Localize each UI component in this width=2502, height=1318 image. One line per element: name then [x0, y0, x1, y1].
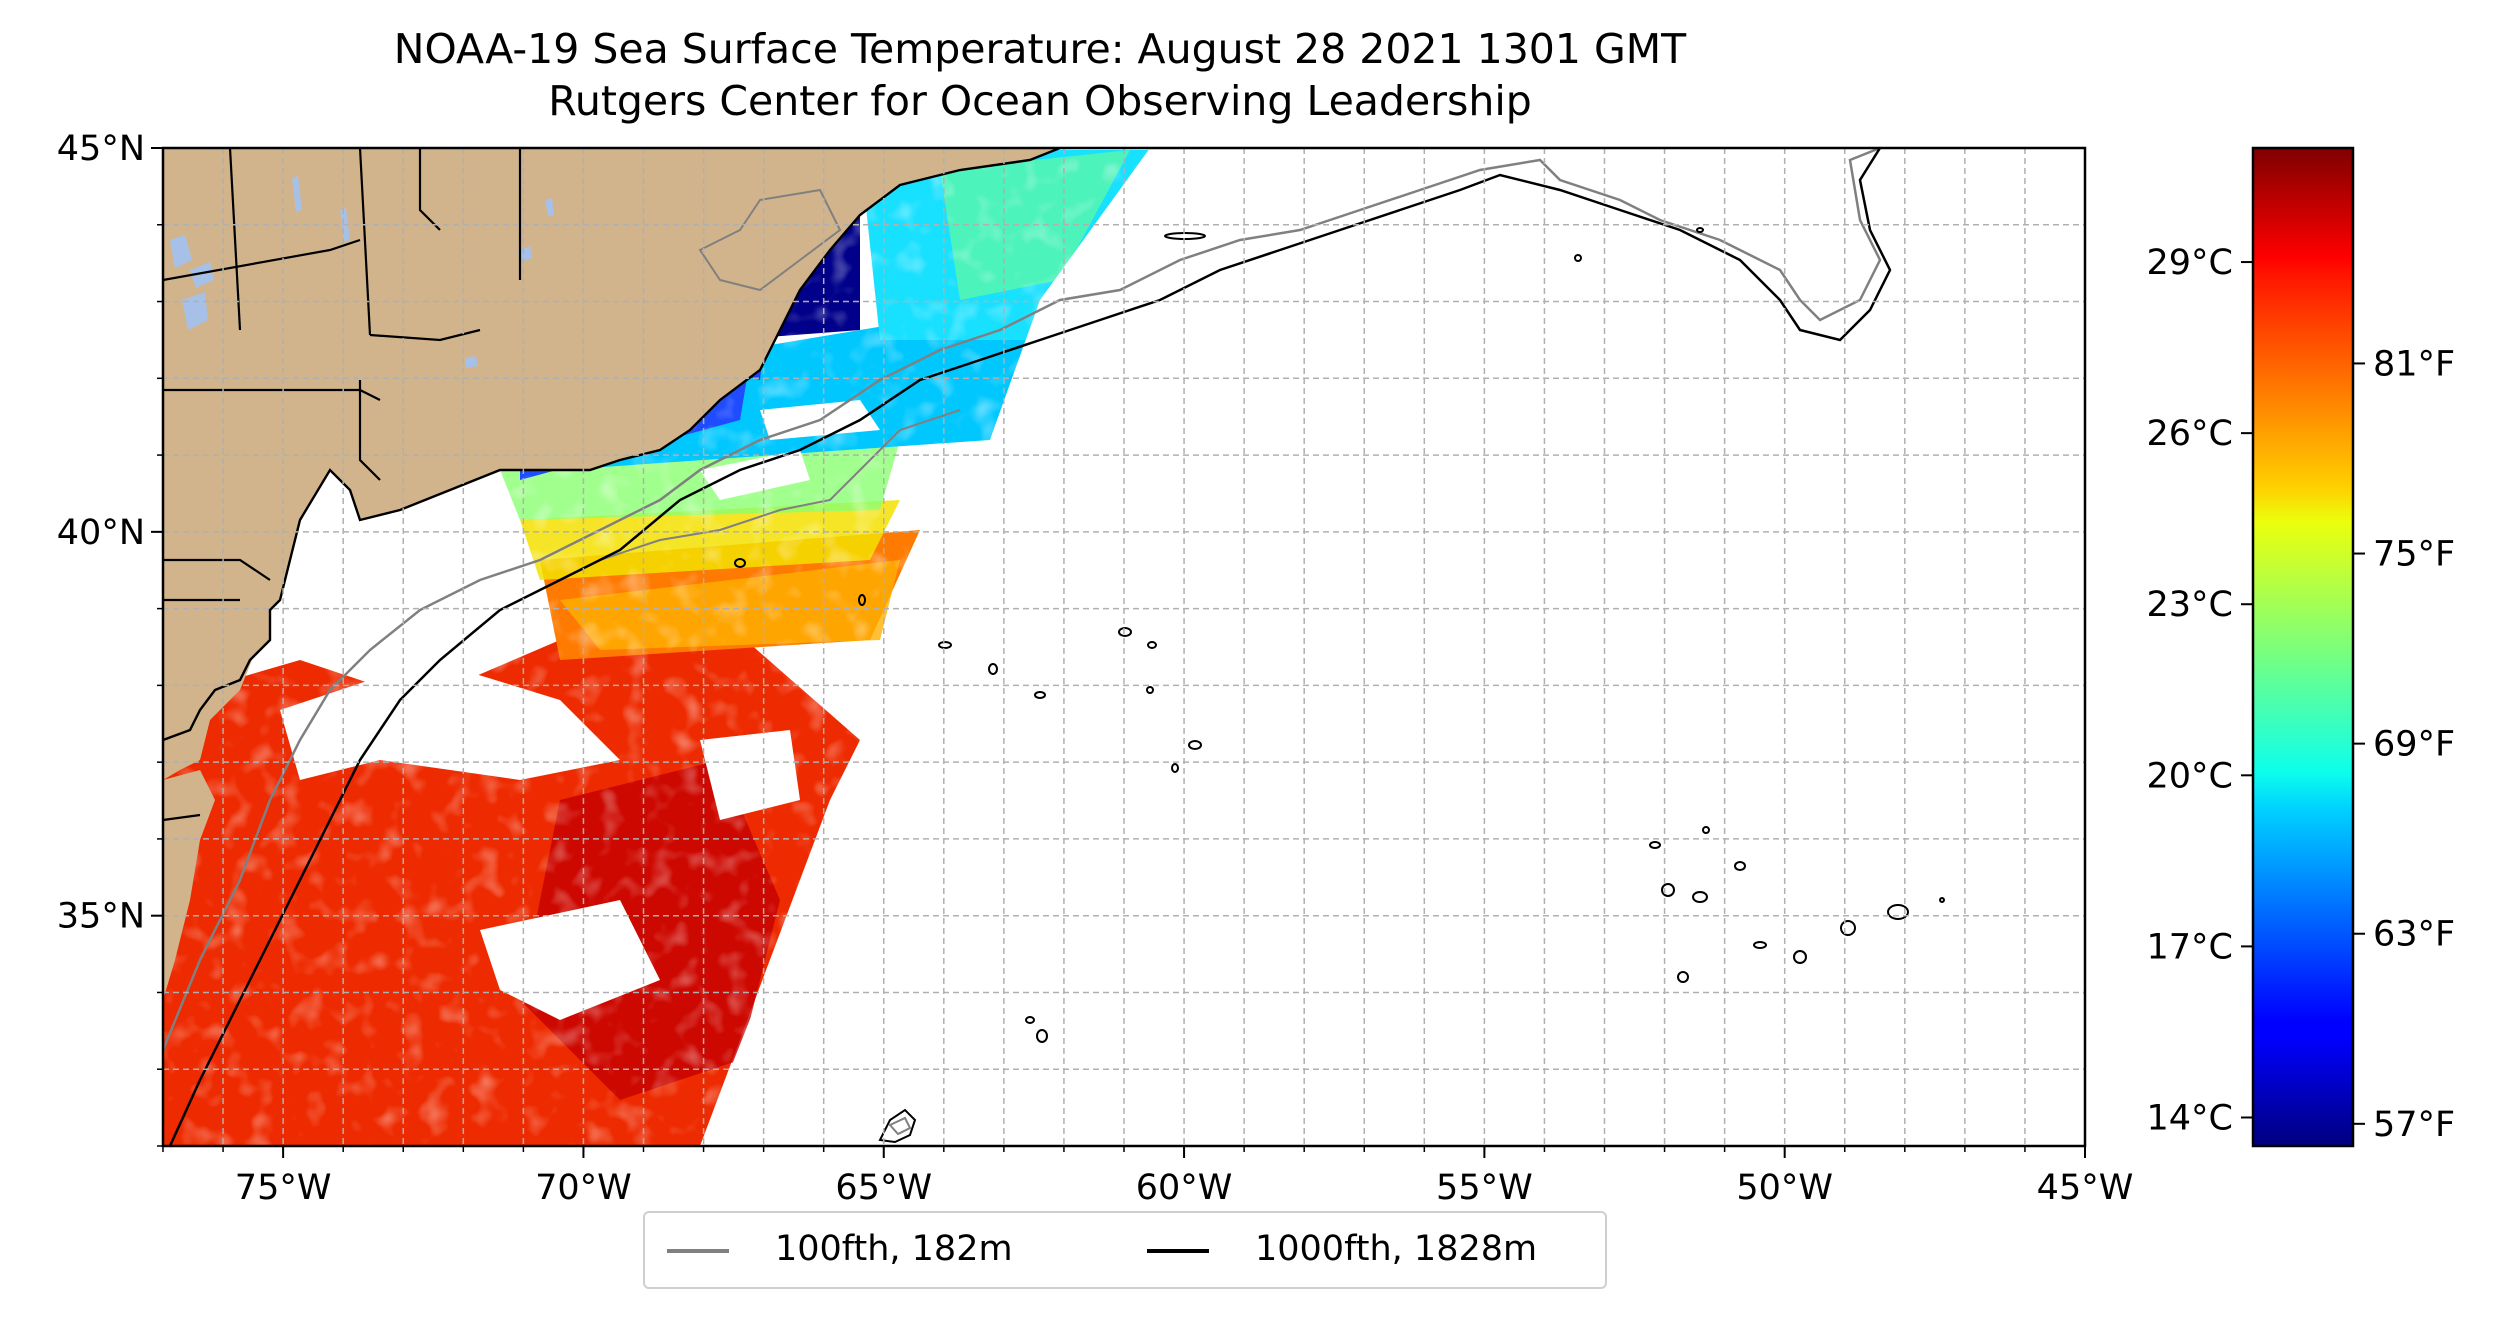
y-tick-label: 45°N: [57, 129, 145, 169]
isobath-1000fth: [168, 148, 1892, 1146]
x-tick-label: 75°W: [235, 1168, 332, 1208]
fahrenheit-tick-label: 69°F: [2373, 725, 2455, 765]
cloud-gap: [480, 900, 660, 1020]
isobath-100fth-mid: [599, 409, 961, 561]
y-tick-label: 40°N: [57, 513, 145, 553]
land-southeast: [163, 770, 215, 1000]
colorbar-celsius-ticks: 29°C 26°C 23°C 20°C 17°C 14°C: [2147, 243, 2253, 1138]
swath-edge-mask: [700, 148, 2085, 1146]
isobath-legend: 100fth, 182m 1000fth, 1828m: [643, 1211, 1607, 1289]
x-tick-label: 45°W: [2037, 1168, 2134, 1208]
seamounts: [734, 227, 1945, 1144]
x-tick-label: 65°W: [835, 1168, 932, 1208]
cloud-gap: [700, 450, 810, 500]
latitude-ticks: 45°N 40°N 35°N: [57, 129, 163, 1147]
longitude-ticks: 75°W 70°W 65°W 60°W 55°W 50°W 45°W: [162, 1146, 2134, 1208]
legend-swatch-100fth: [667, 1249, 729, 1253]
fahrenheit-tick-label: 57°F: [2373, 1105, 2455, 1145]
colorbar: [2253, 148, 2353, 1146]
isobath-100fth-gulf-of-maine: [698, 188, 842, 292]
celsius-tick-label: 23°C: [2147, 585, 2233, 625]
fahrenheit-tick-label: 81°F: [2373, 344, 2455, 384]
coastline: [163, 148, 1061, 742]
fahrenheit-tick-label: 75°F: [2373, 535, 2455, 575]
x-tick-label: 55°W: [1436, 1168, 1533, 1208]
colorbar-fahrenheit-ticks: 81°F 75°F 69°F 63°F 57°F: [2353, 344, 2455, 1145]
land-north-america: [163, 148, 1060, 740]
map-gridlines: [163, 148, 2085, 1146]
cloud-gap: [280, 660, 620, 780]
celsius-tick-label: 17°C: [2147, 927, 2233, 967]
x-tick-label: 70°W: [535, 1168, 632, 1208]
colorbar-frame: [2251, 146, 2355, 1148]
celsius-tick-label: 29°C: [2147, 243, 2233, 283]
map-title: NOAA-19 Sea Surface Temperature: August …: [393, 25, 1687, 73]
map-subtitle: Rutgers Center for Ocean Observing Leade…: [548, 77, 1532, 125]
x-tick-label: 60°W: [1136, 1168, 1233, 1208]
celsius-tick-label: 14°C: [2147, 1098, 2233, 1138]
celsius-tick-label: 20°C: [2147, 756, 2233, 796]
fahrenheit-tick-label: 63°F: [2373, 915, 2455, 955]
legend-label-100fth: 100fth, 182m: [775, 1229, 1013, 1269]
isobath-100fth: [163, 148, 1882, 1051]
cloud-gap: [700, 730, 800, 820]
celsius-tick-label: 26°C: [2147, 414, 2233, 454]
x-tick-label: 50°W: [1736, 1168, 1833, 1208]
state-borders: [163, 148, 522, 822]
y-tick-label: 35°N: [57, 897, 145, 937]
map-area: [163, 148, 2085, 1146]
legend-swatch-1000fth: [1147, 1249, 1209, 1253]
legend-label-1000fth: 1000fth, 1828m: [1255, 1229, 1538, 1269]
